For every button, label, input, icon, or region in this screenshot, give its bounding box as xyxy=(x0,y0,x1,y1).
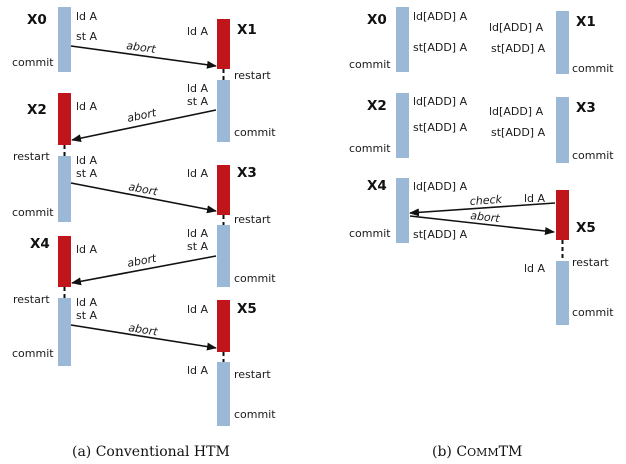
r-x2-commit: commit xyxy=(349,142,391,155)
r-x1-ld: ld[ADD] A xyxy=(489,21,544,34)
r-x3-committed-bar xyxy=(556,97,569,163)
r-x3-st: st[ADD] A xyxy=(491,126,546,139)
x1-aborted-ld: ld A xyxy=(187,25,209,38)
r-x4-st: st[ADD] A xyxy=(413,228,468,241)
x0-committed-bar xyxy=(58,7,71,72)
r-x4-commit: commit xyxy=(349,227,391,240)
abort-label-2: abort xyxy=(126,106,158,125)
x4-restart: restart xyxy=(13,293,50,306)
r-x5-restart: restart xyxy=(572,256,609,269)
x4-committed-bar xyxy=(58,298,71,366)
r-x5-commit: commit xyxy=(572,306,614,319)
r-x0-committed-bar xyxy=(396,7,409,72)
r-abort-label: abort xyxy=(470,209,501,225)
abort-label-1: abort xyxy=(126,39,157,56)
abort-arrow-x4-x5 xyxy=(70,324,217,351)
x4-st: st A xyxy=(76,309,98,322)
x3-label: X3 xyxy=(237,165,257,181)
abort-arrow-x3-x4 xyxy=(71,255,217,286)
r-x0-label: X0 xyxy=(367,12,387,28)
panel-conventional-htm: X0 ld A st A commit X1 ld A restart ld A… xyxy=(12,7,276,460)
x5-committed-bar xyxy=(217,362,230,426)
x3-committed-bar xyxy=(217,225,230,287)
x2-restart: restart xyxy=(13,150,50,163)
r-x0-st: st[ADD] A xyxy=(413,41,468,54)
panel-commtm: X0 ld[ADD] A st[ADD] A commit X1 ld[ADD]… xyxy=(349,7,614,460)
x3-aborted-ld: ld A xyxy=(187,167,209,180)
r-x5-label: X5 xyxy=(576,220,596,236)
r-x5-committed-bar xyxy=(556,261,569,325)
x4-aborted-bar xyxy=(58,236,71,287)
x1-committed-bar xyxy=(217,80,230,142)
r-x5-aborted-ld: ld A xyxy=(524,192,546,205)
x0-commit: commit xyxy=(12,56,54,69)
x0-label: X0 xyxy=(27,12,47,28)
x1-aborted-bar xyxy=(217,19,230,69)
r-x3-commit: commit xyxy=(572,149,614,162)
x2-committed-bar xyxy=(58,156,71,222)
x5-aborted-ld: ld A xyxy=(187,303,209,316)
r-x3-ld: ld[ADD] A xyxy=(489,105,544,118)
x4-ld: ld A xyxy=(76,296,98,309)
r-x2-committed-bar xyxy=(396,93,409,158)
x4-label: X4 xyxy=(30,236,50,252)
r-x0-commit: commit xyxy=(349,58,391,71)
x0-st: st A xyxy=(76,30,98,43)
r-x2-ld: ld[ADD] A xyxy=(413,95,468,108)
r-x1-label: X1 xyxy=(576,14,596,30)
x1-label: X1 xyxy=(237,22,257,38)
caption-commtm: (b) COMMTM xyxy=(432,444,522,460)
x1-ld: ld A xyxy=(187,82,209,95)
abort-arrow-x4-x5 xyxy=(409,215,555,235)
x2-st: st A xyxy=(76,167,98,180)
abort-label-4: abort xyxy=(126,252,158,270)
abort-label-3: abort xyxy=(127,180,159,198)
abort-arrow-x1-x2 xyxy=(71,109,217,143)
x3-restart: restart xyxy=(234,213,271,226)
x5-label: X5 xyxy=(237,301,257,317)
x2-commit: commit xyxy=(12,206,54,219)
r-x1-committed-bar xyxy=(556,11,569,74)
x3-aborted-bar xyxy=(217,165,230,215)
x4-commit: commit xyxy=(12,347,54,360)
x2-label: X2 xyxy=(27,102,47,118)
abort-arrow-x0-x1 xyxy=(70,45,217,69)
r-x0-ld: ld[ADD] A xyxy=(413,10,468,23)
abort-label-5: abort xyxy=(128,321,160,339)
x4-aborted-ld: ld A xyxy=(76,243,98,256)
r-x4-label: X4 xyxy=(367,178,387,194)
r-x4-committed-bar xyxy=(396,178,409,243)
r-x4-ld: ld[ADD] A xyxy=(413,180,468,193)
x5-ld: ld A xyxy=(187,364,209,377)
r-x5-ld: ld A xyxy=(524,262,546,275)
r-x1-st: st[ADD] A xyxy=(491,42,546,55)
x3-ld: ld A xyxy=(187,227,209,240)
x0-ld: ld A xyxy=(76,10,98,23)
r-x5-aborted-bar xyxy=(556,190,569,240)
x3-commit: commit xyxy=(234,272,276,285)
check-arrow-x5-x4 xyxy=(409,202,556,217)
x2-aborted-ld: ld A xyxy=(76,100,98,113)
r-x2-label: X2 xyxy=(367,98,387,114)
x1-restart: restart xyxy=(234,69,271,82)
check-label: check xyxy=(469,193,503,208)
x5-aborted-bar xyxy=(217,300,230,352)
r-x2-st: st[ADD] A xyxy=(413,121,468,134)
abort-arrow-x2-x3 xyxy=(70,182,217,214)
x5-commit: commit xyxy=(234,408,276,421)
x1-st: st A xyxy=(187,95,209,108)
x3-st: st A xyxy=(187,240,209,253)
caption-conventional-htm: (a) Conventional HTM xyxy=(72,444,230,460)
x5-restart: restart xyxy=(234,368,271,381)
x2-ld: ld A xyxy=(76,154,98,167)
r-x3-label: X3 xyxy=(576,100,596,116)
r-x1-commit: commit xyxy=(572,62,614,75)
x2-aborted-bar xyxy=(58,93,71,145)
x1-commit: commit xyxy=(234,126,276,139)
